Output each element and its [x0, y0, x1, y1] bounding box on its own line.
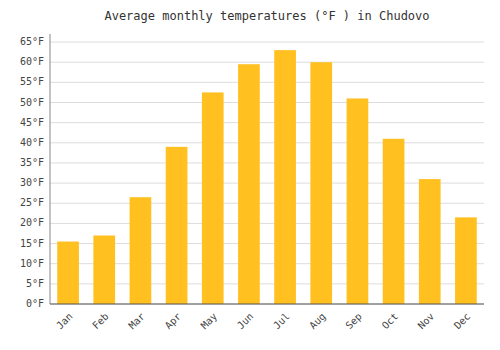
bar [202, 92, 224, 304]
grid-line [50, 42, 484, 43]
bar [274, 50, 296, 304]
x-tick-label: Jan [54, 311, 75, 332]
y-tick-label: 15°F [20, 238, 44, 249]
bar [130, 197, 152, 304]
y-tick-label: 20°F [20, 217, 44, 228]
y-tick-label: 65°F [20, 36, 44, 47]
bar [347, 98, 369, 304]
y-tick-label: 0°F [26, 298, 44, 309]
grid-line [50, 162, 484, 163]
x-tick-label: Aug [307, 311, 328, 332]
x-tick-label: Nov [416, 311, 437, 332]
background [0, 0, 500, 350]
y-tick-label: 55°F [20, 76, 44, 87]
grid [50, 42, 484, 304]
y-tick-label: 35°F [20, 157, 44, 168]
x-tick-label: Feb [90, 311, 111, 332]
bar [93, 235, 115, 304]
chart: 0°F 5°F 10°F 15°F 20°F 25°F 30°F 35°F 40°F 45°F 50… [0, 0, 500, 350]
bar [310, 62, 332, 304]
bar [455, 217, 477, 304]
grid-line [50, 122, 484, 123]
grid-line [50, 304, 484, 305]
y-tick-label: 10°F [20, 258, 44, 269]
y-tick-label: 45°F [20, 117, 44, 128]
grid-line [50, 102, 484, 103]
bar [238, 64, 260, 304]
y-tick-labels: 0°F 5°F 10°F 15°F 20°F 25°F 30°F 35°F 40°F 45°F 50… [20, 36, 44, 309]
x-tick-label: Jun [235, 311, 256, 332]
chart-holder: 0°F 5°F 10°F 15°F 20°F 25°F 30°F 35°F 40°F 45°F 50… [0, 0, 500, 350]
y-tick-label: 40°F [20, 137, 44, 148]
bar [383, 139, 405, 304]
y-axis-line [50, 34, 51, 304]
y-tick-label: 5°F [26, 278, 44, 289]
y-tick-label: 50°F [20, 97, 44, 108]
title: Average monthly temperatures (°F ) in Ch… [104, 9, 429, 23]
bar [57, 242, 79, 304]
y-tick-label: 25°F [20, 197, 44, 208]
x-axis-line [50, 304, 484, 305]
x-tick-label: Sep [343, 311, 364, 332]
x-tick-label: Mar [126, 311, 147, 332]
bars [57, 50, 477, 304]
x-tick-label: Oct [380, 311, 401, 332]
grid-line [50, 142, 484, 143]
y-tick-label: 30°F [20, 177, 44, 188]
bar [166, 147, 188, 304]
y-tick-label: 60°F [20, 56, 44, 67]
x-tick-labels: Jan Feb Mar Apr May Jun Jul Aug Sep Oct Nov Dec [54, 311, 472, 332]
x-tick-label: Apr [163, 311, 184, 332]
bar [419, 179, 441, 304]
x-tick-label: Dec [452, 311, 473, 332]
x-tick-label: May [199, 311, 220, 332]
grid-line [50, 82, 484, 83]
grid-line [50, 62, 484, 63]
x-tick-label: Jul [271, 311, 292, 332]
